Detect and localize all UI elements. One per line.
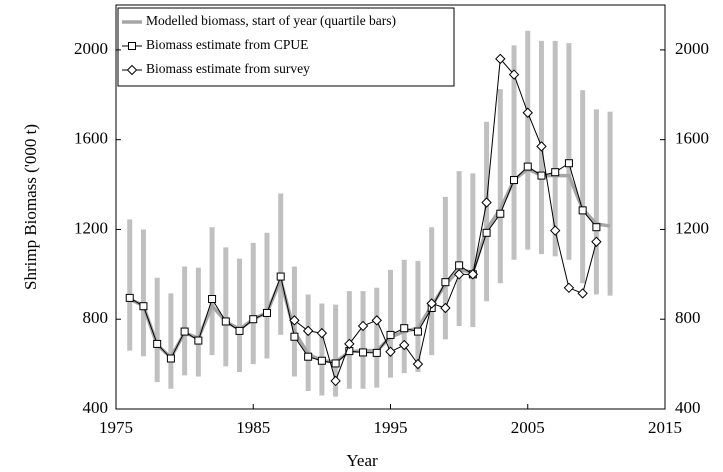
y2-tick-label: 1600	[675, 129, 709, 148]
marker-diamond	[385, 346, 396, 357]
marker-square	[578, 206, 587, 215]
marker-diamond	[495, 53, 506, 65]
marker-square	[482, 228, 491, 237]
marker-diamond	[563, 282, 575, 294]
marker-diamond	[357, 320, 369, 332]
marker-square	[510, 176, 519, 185]
marker-square	[290, 332, 299, 341]
marker-diamond	[302, 325, 314, 337]
marker-square	[317, 356, 326, 365]
marker-diamond	[316, 327, 328, 339]
legend-marker	[128, 42, 136, 50]
legend	[117, 7, 455, 87]
marker-square	[139, 302, 148, 311]
x-tick-label: 1975	[99, 418, 133, 437]
marker-square	[386, 330, 395, 339]
marker-square	[221, 317, 230, 326]
legend-label: Modelled biomass, start of year (quartil…	[146, 13, 396, 28]
legend-label: Biomass estimate from CPUE	[146, 37, 308, 52]
marker-diamond	[591, 236, 602, 247]
marker-square	[455, 261, 464, 270]
legend-marker	[126, 64, 138, 76]
y2-tick-label: 800	[675, 308, 701, 327]
marker-square	[125, 293, 134, 302]
x-tick-label: 1985	[236, 418, 270, 437]
marker-square	[276, 272, 285, 281]
marker-diamond	[522, 107, 533, 118]
x-tick-label: 2015	[648, 418, 682, 437]
marker-square	[413, 327, 422, 336]
series-line	[128, 166, 611, 364]
marker-diamond	[536, 141, 547, 152]
marker-square	[400, 324, 409, 333]
marker-diamond	[577, 288, 588, 299]
marker-diamond	[399, 339, 410, 351]
y-tick-label: 1600	[74, 129, 108, 148]
marker-square	[372, 348, 381, 357]
marker-square	[194, 336, 203, 345]
marker-diamond	[289, 315, 300, 326]
marker-diamond	[426, 298, 437, 309]
marker-square	[166, 354, 175, 363]
marker-square	[592, 223, 601, 232]
marker-square	[153, 339, 162, 348]
marker-diamond	[371, 315, 382, 326]
y-tick-label: 800	[83, 308, 109, 327]
marker-square	[523, 162, 532, 171]
marker-square	[564, 159, 573, 168]
marker-square	[262, 308, 271, 317]
marker-diamond	[330, 375, 341, 387]
y-tick-label: 400	[83, 398, 109, 417]
marker-square	[359, 348, 368, 357]
marker-square	[441, 278, 450, 287]
marker-diamond	[440, 302, 451, 314]
y-axis-title: Shrimp Biomass ('000 t)	[21, 124, 40, 290]
marker-square	[496, 209, 505, 218]
marker-square	[208, 295, 217, 304]
marker-diamond	[412, 358, 424, 370]
y2-tick-label: 2000	[675, 39, 709, 58]
y-tick-label: 2000	[74, 39, 108, 58]
marker-diamond	[344, 338, 355, 350]
marker-diamond	[508, 69, 520, 80]
marker-square	[331, 359, 340, 368]
marker-square	[249, 315, 258, 324]
y-tick-label: 1200	[74, 218, 108, 237]
marker-square	[551, 168, 560, 177]
y2-tick-label: 400	[675, 398, 701, 417]
marker-square	[304, 352, 313, 361]
y2-tick-label: 1200	[675, 218, 709, 237]
legend-label: Biomass estimate from survey	[146, 61, 310, 76]
marker-diamond	[481, 197, 492, 208]
marker-square	[180, 327, 189, 336]
marker-diamond	[467, 269, 479, 280]
marker-square	[537, 171, 546, 180]
marker-diamond	[453, 269, 465, 280]
marker-diamond	[549, 225, 561, 236]
x-tick-label: 1995	[374, 418, 408, 437]
marker-square	[235, 326, 244, 335]
x-axis-title: Year	[346, 451, 378, 470]
x-tick-label: 2005	[511, 418, 545, 437]
